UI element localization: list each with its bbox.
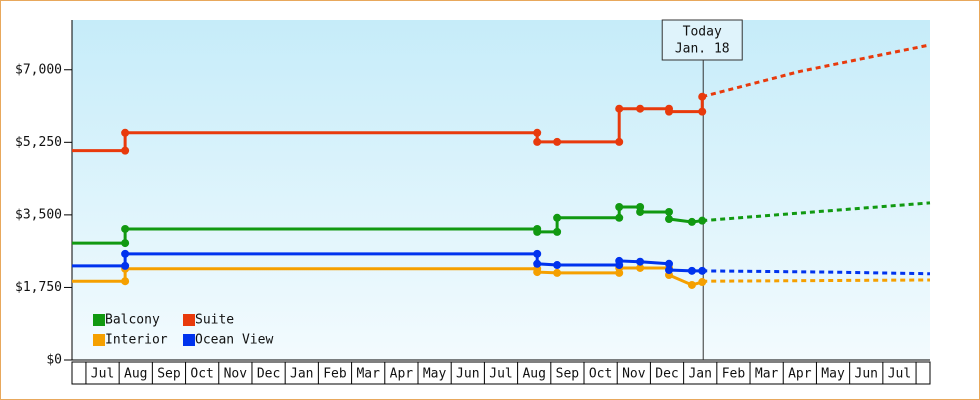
x-tick-label: Aug xyxy=(522,367,545,382)
x-tick-label: Oct xyxy=(190,367,213,382)
projection-line xyxy=(702,201,931,223)
price-point xyxy=(533,249,542,258)
price-point xyxy=(121,146,130,155)
price-point xyxy=(121,239,130,248)
price-point xyxy=(636,207,645,216)
chart-layer: $0 $1,750 $3,500 $5,250 $7,000 Jul Aug Sep Oct No… xyxy=(15,19,931,385)
x-tick-label: Jan xyxy=(290,367,313,382)
price-point xyxy=(553,137,562,146)
price-point xyxy=(533,227,542,236)
price-point xyxy=(615,213,624,222)
x-tick-label: Dec xyxy=(655,367,678,382)
x-tick-label: Jan xyxy=(688,367,711,382)
price-point xyxy=(553,268,562,277)
price-point xyxy=(121,224,130,233)
price-point xyxy=(553,227,562,236)
legend-label: Suite xyxy=(195,313,234,328)
price-point xyxy=(121,277,130,286)
x-tick-label: Jun xyxy=(456,367,479,382)
price-point xyxy=(665,215,674,224)
projection-line xyxy=(702,278,931,283)
x-tick-label: Sep xyxy=(157,367,181,382)
x-tick-label: Apr xyxy=(390,367,414,382)
legend-label: Balcony xyxy=(105,313,160,328)
x-tick-label: Nov xyxy=(622,367,646,382)
x-tick-label: Mar xyxy=(356,367,380,382)
price-point xyxy=(615,256,624,265)
price-point xyxy=(698,266,707,275)
price-point xyxy=(121,249,130,258)
plot-area xyxy=(72,20,930,360)
x-tick-label: Jun xyxy=(855,367,878,382)
projection-line xyxy=(701,43,931,99)
y-tick-label: $0 xyxy=(46,353,62,368)
price-point xyxy=(698,216,707,225)
price-point xyxy=(665,107,674,116)
price-point xyxy=(615,104,624,113)
y-tick-label: $1,750 xyxy=(15,280,62,295)
x-tick-label: Aug xyxy=(124,367,147,382)
x-tick-label: Jul xyxy=(489,367,512,382)
x-tick-label: Dec xyxy=(257,367,280,382)
x-tick-label: Nov xyxy=(224,367,248,382)
x-tick-label: Feb xyxy=(323,367,347,382)
legend-swatch xyxy=(93,314,105,326)
today-box xyxy=(661,19,743,61)
price-point xyxy=(665,207,674,216)
price-point xyxy=(533,268,542,277)
x-tick-label: Jul xyxy=(91,367,114,382)
x-tick-label: May xyxy=(423,367,447,382)
price-point xyxy=(698,92,707,101)
price-point xyxy=(121,128,130,137)
price-point xyxy=(553,213,562,222)
price-point xyxy=(687,266,696,275)
x-tick-label: Mar xyxy=(755,367,779,382)
x-tick-label: Apr xyxy=(788,367,812,382)
price-point xyxy=(687,217,696,226)
today-label: Jan. 18 xyxy=(675,42,730,57)
price-point xyxy=(533,128,542,137)
price-point xyxy=(636,263,645,272)
x-tick-label: Oct xyxy=(589,367,612,382)
projection-line xyxy=(702,269,931,276)
y-tick-label: $7,000 xyxy=(15,62,62,77)
price-point xyxy=(636,104,645,113)
price-point xyxy=(533,259,542,268)
price-point xyxy=(615,203,624,211)
today-label: Today xyxy=(683,25,722,40)
x-tick-label: Feb xyxy=(722,367,746,382)
price-point xyxy=(698,278,707,287)
price-point xyxy=(698,107,707,116)
price-point xyxy=(665,266,674,275)
legend-label: Ocean View xyxy=(195,333,273,348)
price-point xyxy=(687,280,696,289)
x-tick-label: Sep xyxy=(556,367,580,382)
legend-swatch xyxy=(183,314,195,326)
y-tick-label: $3,500 xyxy=(15,207,62,222)
price-point xyxy=(665,259,674,268)
price-point xyxy=(636,257,645,266)
price-point xyxy=(121,261,130,270)
x-axis-band xyxy=(71,361,931,385)
price-point xyxy=(553,261,562,270)
price-point xyxy=(533,137,542,146)
price-point xyxy=(615,137,624,146)
y-tick-label: $5,250 xyxy=(15,135,62,150)
x-tick-label: Jul xyxy=(888,367,911,382)
legend-label: Interior xyxy=(105,333,168,348)
x-tick-label: May xyxy=(821,367,845,382)
legend-swatch xyxy=(183,334,195,346)
legend-swatch xyxy=(93,334,105,346)
